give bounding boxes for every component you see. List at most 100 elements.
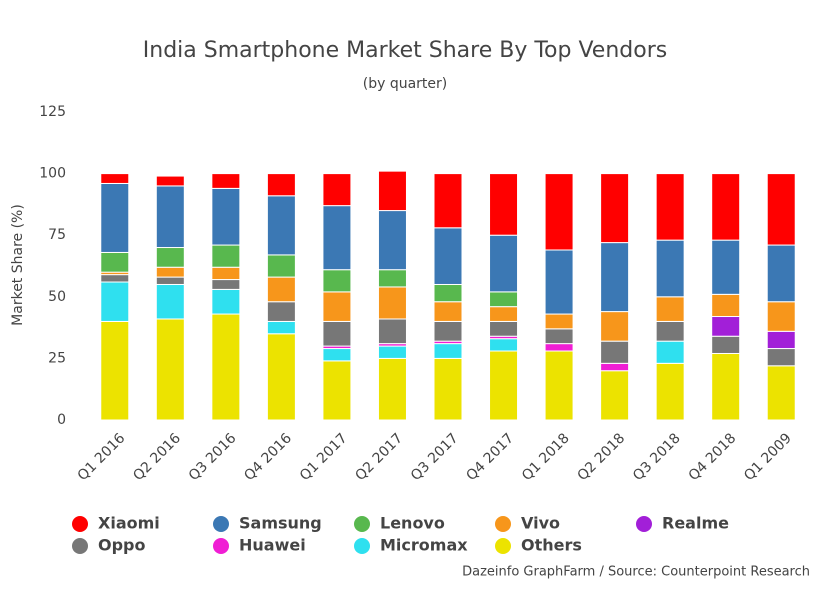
bar-segment [544,173,574,251]
bar-segment [155,276,185,285]
bar-segment [266,195,296,256]
bar-segment [711,293,741,318]
bar-segment [544,249,574,315]
x-tick-label: Q1 2018 [519,430,573,484]
chart-title: India Smartphone Market Share By Top Ven… [143,38,667,63]
x-tick-label: Q4 2016 [241,430,295,484]
bar-segment [766,330,796,350]
bar-segment [211,279,241,290]
bar-segment [322,269,352,293]
bar-segment [322,348,352,362]
chart-subtitle: (by quarter) [363,76,448,92]
x-tick-label: Q2 2016 [130,430,184,484]
bar-segment [544,350,574,421]
y-tick-label: 25 [48,350,66,366]
bar-segment [155,266,185,278]
legend-marker [213,538,229,554]
legend-label: Samsung [239,514,322,533]
bar-segment [100,274,130,283]
bar-segment [433,227,463,285]
legend-marker [354,516,370,532]
bar-segment [711,352,741,421]
legend-label: Huawei [239,536,306,555]
bar-segment [600,242,630,313]
x-tick-label: Q3 2016 [186,430,240,484]
bar-segment [266,333,296,421]
bar-segment [600,370,630,421]
bar-segment [655,296,685,322]
x-tick-label: Q2 2017 [352,430,406,484]
bar-segment [544,328,574,345]
bar-segment [155,175,185,187]
x-tick-label: Q4 2017 [463,430,517,484]
legend-marker [354,538,370,554]
bar-segment [433,283,463,303]
bar-segment [766,365,796,421]
bar-segment [377,269,407,288]
bar-segment [711,173,741,241]
legend-label: Others [521,536,582,555]
legend-marker [72,538,88,554]
bar-segment [489,338,519,352]
bar-segment [433,320,463,342]
bar-segment [489,350,519,421]
bar-segment [489,320,519,337]
bar-segment [266,173,296,197]
y-axis-title: Market Share (%) [10,204,26,326]
bar-segment [155,185,185,249]
bar-segment [211,244,241,268]
bar-segment [655,239,685,298]
x-tick-label: Q4 2018 [686,430,740,484]
legend-marker [495,516,511,532]
bar-segment [600,311,630,342]
legend-marker [72,516,88,532]
bar-segment [766,301,796,332]
x-tick-label: Q1 2009 [741,430,795,484]
bar-segment [433,357,463,421]
bar-segment [377,345,407,359]
bar-segment [100,320,130,421]
legend-label: Realme [662,514,729,533]
bar-segment [100,281,130,322]
bar-segment [100,173,130,184]
x-tick-label: Q2 2018 [575,430,629,484]
bar-segment [211,313,241,421]
bar-segment [377,357,407,421]
legend-marker [495,538,511,554]
bar-segment [155,318,185,421]
bar-segment [211,288,241,315]
bar-segment [211,173,241,189]
bar-segment [655,320,685,342]
y-tick-label: 100 [39,166,66,182]
y-tick-label: 50 [48,289,66,305]
bar-segment [377,286,407,320]
bar-segment [433,301,463,322]
bar-segment [489,234,519,293]
bar-segment [322,360,352,421]
legend-label: Lenovo [380,514,445,533]
bar-segment [544,313,574,330]
legend-marker [636,516,652,532]
bar-segment [266,276,296,303]
bar-segment [600,340,630,364]
bar-segment [266,301,296,322]
bar-segment [433,343,463,359]
bar-segment [211,187,241,246]
bar-segment [100,182,130,253]
legend-label: Vivo [521,514,560,533]
bar-segment [711,335,741,354]
legend-label: Micromax [380,536,468,555]
y-tick-label: 75 [48,227,66,243]
bar-segment [100,251,130,273]
bar-segment [322,205,352,271]
bar-segment [655,173,685,241]
x-tick-label: Q1 2017 [297,430,351,484]
y-tick-label: 125 [39,104,66,120]
bar-segment [377,318,407,345]
y-tick-label: 0 [57,412,66,428]
bar-segment [489,173,519,236]
bar-segment [766,173,796,246]
bar-segment [433,173,463,229]
legend-marker [213,516,229,532]
